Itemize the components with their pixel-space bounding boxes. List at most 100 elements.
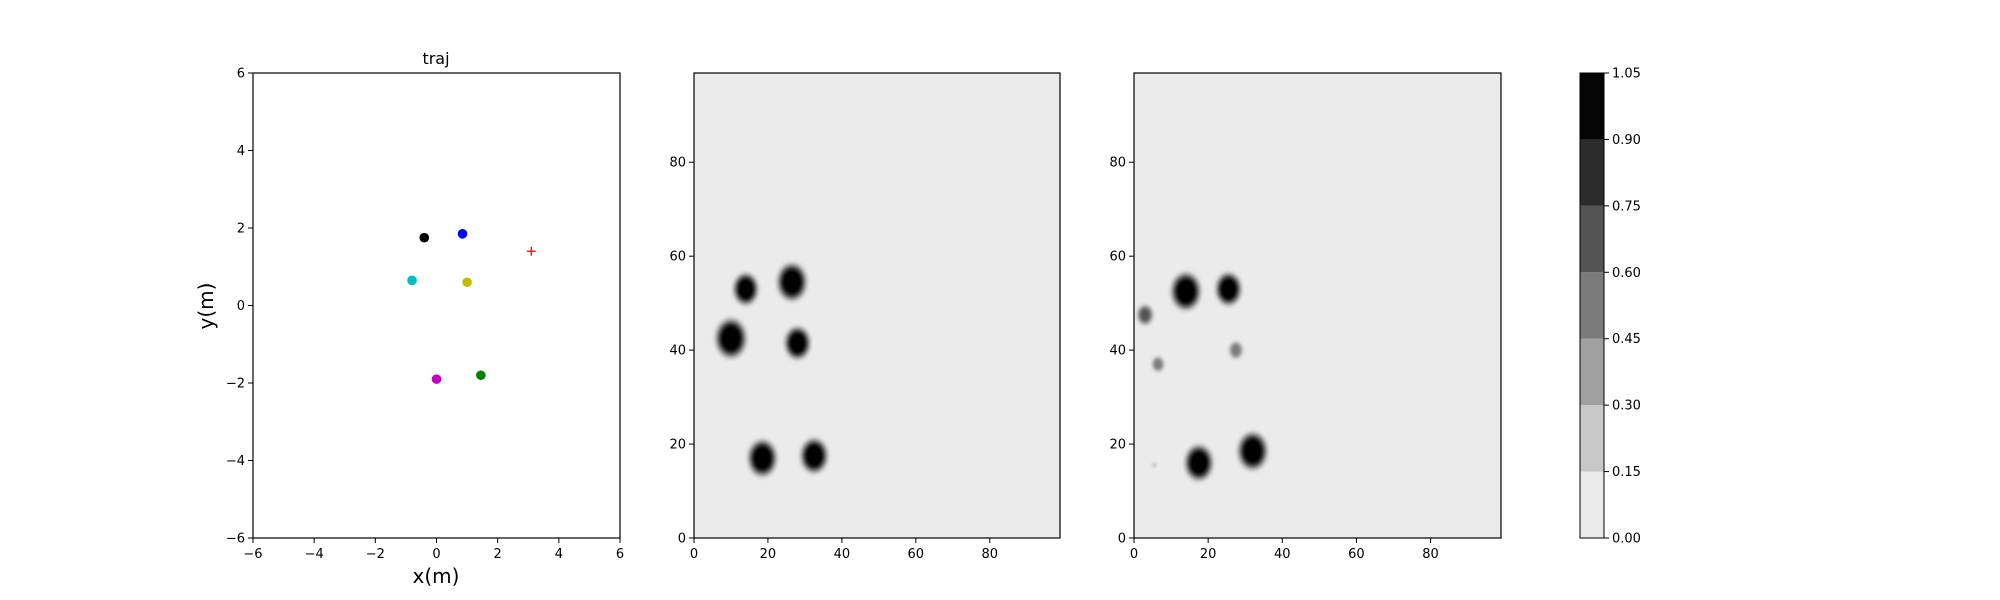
y-tick-label: 20 [669,438,686,453]
occupancy-blob [746,438,779,479]
occupancy-blob [1183,443,1215,483]
occupancy-blob [1214,271,1243,307]
colorbar-band [1580,205,1604,273]
y-tick-label: 80 [669,156,686,171]
x-tick-label: 80 [1422,547,1439,562]
y-tick-label: −2 [226,377,245,392]
colorbar-tick-label: 0.30 [1612,399,1641,414]
agent-point [431,374,442,384]
colorbar-band [1580,272,1604,339]
colorbar-tick-label: 1.05 [1612,67,1641,82]
x-tick-label: 40 [1274,547,1291,562]
y-tick-label: 2 [237,222,245,237]
blob-level [1139,308,1151,322]
agent-point [462,277,472,288]
occupancy-blob [775,261,809,303]
x-tick-label: 6 [616,547,624,562]
colorbar-tick-label: 0.75 [1612,199,1641,214]
occupancy-blob [799,436,830,475]
occupancy-blob [783,325,812,361]
y-tick-label: 40 [669,344,686,359]
agent-point [407,275,417,286]
x-tick-label: 0 [690,547,698,562]
x-tick-label: 60 [1348,547,1365,562]
colorbar-tick-label: 0.00 [1612,532,1641,547]
y-tick-label: 60 [1109,250,1126,265]
trajectory-points [407,229,536,384]
agent-point [419,232,430,243]
axes-frame [252,72,621,539]
blob-level [737,278,755,300]
x-tick-label: 2 [494,547,502,562]
colorbar-tick-label: 0.45 [1612,332,1641,347]
occupancy-heatmap-right: 0 20 40 60 80 0 20 40 60 80 [1109,72,1502,562]
y-tick-label: 4 [237,144,245,159]
blob-level [782,269,802,295]
x-tick-label: 40 [834,547,851,562]
occupancy-heatmap-left: 0 20 40 60 80 0 20 40 60 80 [669,72,1061,562]
agent-point [457,229,468,239]
heatmap-right-cells [1134,73,1501,538]
colorbar-tick-label: 0.90 [1612,133,1641,148]
occupancy-blob [1151,355,1165,373]
colorbar-band [1580,471,1604,538]
y-tick-label: −6 [226,532,245,547]
y-tick-label: 20 [1109,438,1126,453]
x-tick-label: −2 [366,547,385,562]
blob-level [805,444,824,468]
y-tick-label: 60 [669,250,686,265]
x-tick-label: 80 [981,547,998,562]
colorbar-tick-label: 0.60 [1612,266,1641,281]
heatmap-left-cells [694,73,1060,538]
heatmap-left-axes: 0 20 40 60 80 0 20 40 60 80 [669,72,1061,562]
blob-level [1153,463,1156,467]
blob-level [788,332,807,354]
trajectory-axes: −6 −4 −2 0 2 4 6 −6 −4 −2 0 2 4 6 [226,67,624,563]
trajectory-plot: traj −6 −4 −2 0 2 4 6 −6 −4 −2 0 2 4 6 x(m) y(m) [194,49,624,588]
y-tick-label: 40 [1109,344,1126,359]
target-marker [526,246,536,256]
x-tick-label: 0 [432,547,440,562]
colorbar: 0.00 0.15 0.30 0.45 0.60 0.75 0.90 1.05 [1579,67,1641,547]
occupancy-blob [1228,340,1244,360]
heatmap-right-axes: 0 20 40 60 80 0 20 40 60 80 [1109,72,1502,562]
x-tick-label: 20 [1200,547,1217,562]
blob-level [1242,438,1263,464]
blob-level [720,325,742,352]
colorbar-band [1580,73,1604,140]
occupancy-blob [1169,270,1203,312]
colorbar-band [1580,405,1604,472]
y-tick-label: 80 [1109,156,1126,171]
occupancy-blob [713,316,748,360]
occupancy-blob [1236,430,1269,472]
x-tick-label: 60 [908,547,925,562]
y-tick-label: 0 [1118,532,1126,547]
blob-level [1189,451,1209,475]
blob-level [1153,358,1163,370]
y-tick-label: 0 [237,299,245,314]
blob-level [1176,278,1196,304]
occupancy-blob [732,271,760,307]
x-tick-label: 0 [1130,547,1138,562]
blob-level [1231,344,1241,357]
occupancy-blob [1136,304,1154,326]
y-tick-label: 6 [237,67,245,82]
y-axis-label: y(m) [194,283,218,330]
y-tick-label: −4 [226,454,245,469]
colorbar-tick-label: 0.15 [1612,465,1641,480]
colorbar-frame [1579,72,1605,539]
colorbar-band [1580,139,1604,206]
y-tick-label: 0 [678,532,686,547]
trajectory-title: traj [422,49,449,68]
axes-frame [1133,72,1502,539]
blob-level [752,445,772,471]
agent-point [476,370,486,381]
blob-level [1219,278,1238,300]
x-axis-label: x(m) [413,564,460,588]
x-tick-label: 20 [760,547,777,562]
x-tick-label: −6 [243,547,262,562]
axes-frame [693,72,1061,539]
x-tick-label: 4 [555,547,563,562]
colorbar-band [1580,338,1604,406]
